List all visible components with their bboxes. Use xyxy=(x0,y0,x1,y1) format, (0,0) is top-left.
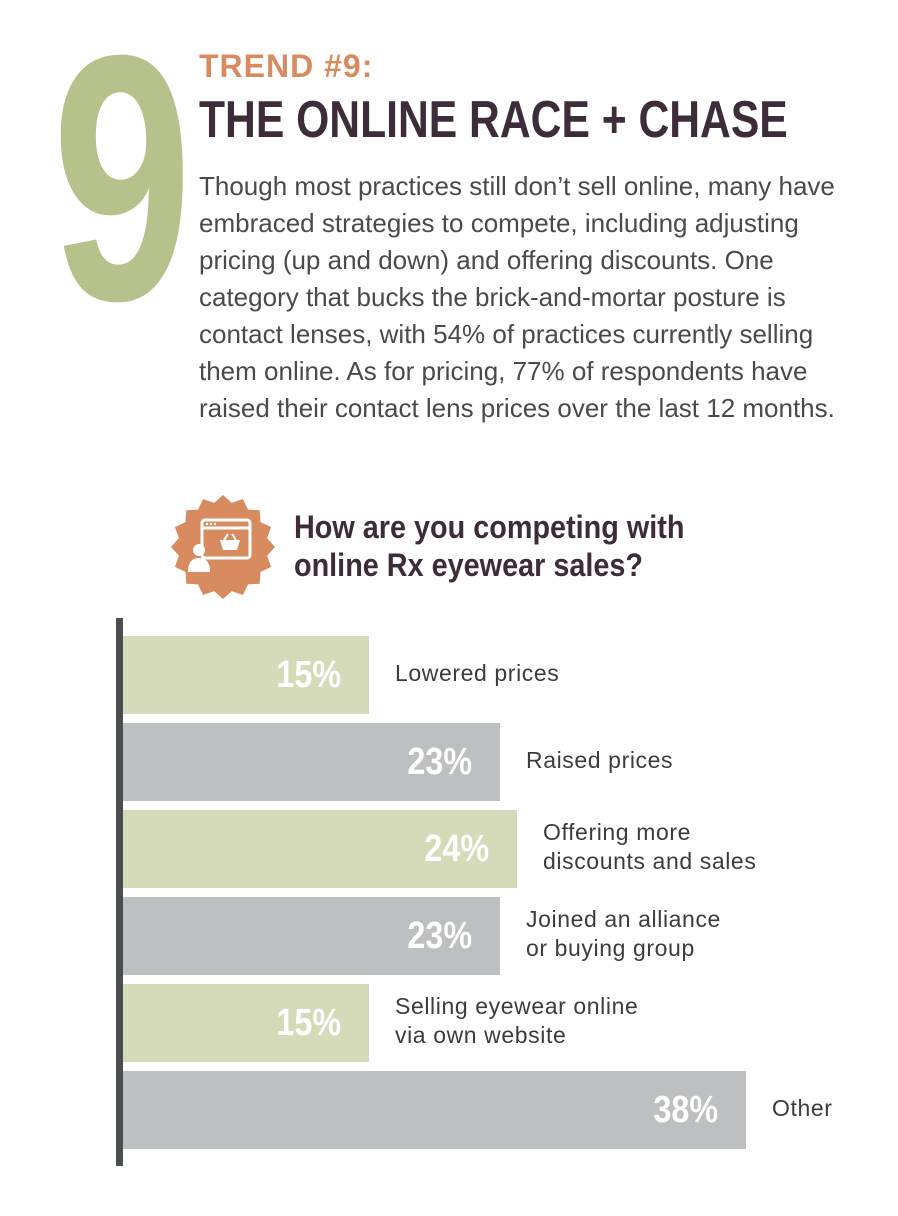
category-label: Lowered prices xyxy=(395,659,559,688)
bar: 15% xyxy=(123,636,369,714)
bar: 15% xyxy=(123,984,369,1062)
bar-value-label: 15% xyxy=(276,1002,341,1044)
bar: 24% xyxy=(123,810,517,888)
chart-axis-line xyxy=(116,618,123,1166)
bar-value-label: 38% xyxy=(653,1089,718,1131)
bar-value-label: 23% xyxy=(407,741,472,783)
bar: 38% xyxy=(123,1071,746,1149)
trend-label: TREND #9: xyxy=(199,48,374,84)
category-label: Other xyxy=(772,1094,833,1123)
category-label-line: Raised prices xyxy=(526,746,674,773)
chart-title: How are you competing with online Rx eye… xyxy=(294,509,685,583)
category-label: Offering more discounts and sales xyxy=(543,818,756,876)
category-label-line: discounts and sales xyxy=(543,848,757,874)
category-label: Joined an alliance or buying group xyxy=(526,905,721,963)
headline: THE ONLINE RACE + CHASE xyxy=(199,91,788,149)
category-label-line: Joined an alliance xyxy=(526,906,721,932)
category-label-line: Offering more xyxy=(543,819,691,845)
category-label: Selling eyewear online via own website xyxy=(395,992,638,1050)
bar-value-label: 24% xyxy=(424,828,489,870)
trend-number: 9 xyxy=(52,0,192,374)
bar-value-label: 23% xyxy=(407,915,472,957)
bar-value-label: 15% xyxy=(276,654,341,696)
category-label-line: Selling eyewear online xyxy=(395,993,639,1019)
category-label-line: via own website xyxy=(395,1022,567,1048)
bar: 23% xyxy=(123,723,500,801)
category-label: Raised prices xyxy=(526,746,673,775)
bar: 23% xyxy=(123,897,500,975)
body-text: Though most practices still don’t sell o… xyxy=(199,171,835,423)
category-label-line: Lowered prices xyxy=(395,659,560,686)
category-label-line: or buying group xyxy=(526,935,695,961)
online-shopping-icon xyxy=(171,495,275,599)
category-label-line: Other xyxy=(772,1094,833,1121)
